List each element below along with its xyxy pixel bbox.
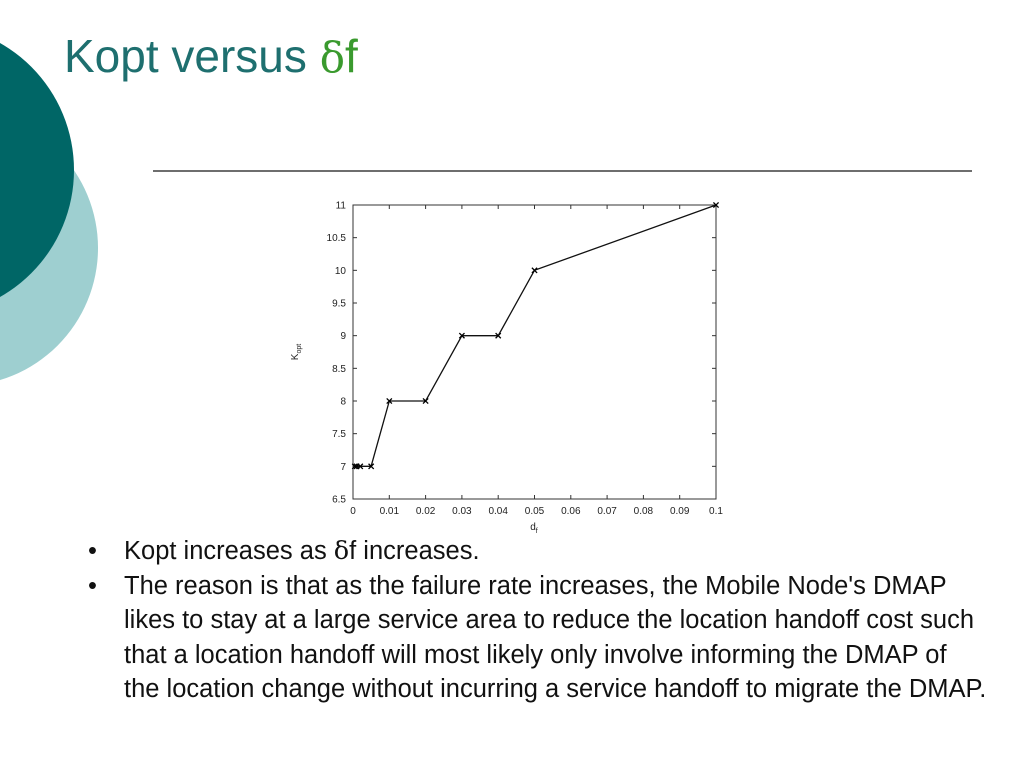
bullet-item: Kopt increases as δf increases.	[88, 534, 988, 569]
data-point-marker	[357, 463, 364, 470]
plot-frame	[352, 204, 717, 500]
title-divider	[153, 170, 972, 172]
marker-stroke	[368, 463, 375, 470]
x-tick-label: 0.01	[380, 506, 400, 517]
marker-stroke	[351, 463, 358, 470]
y-tick-label: 7	[340, 462, 346, 473]
data-point-marker	[368, 463, 375, 470]
bullet-1-post: f increases.	[349, 537, 480, 565]
bullet-1-pre: Kopt increases as	[124, 537, 334, 565]
x-tick-label: 0	[350, 506, 356, 517]
bullet-item: The reason is that as the failure rate i…	[88, 569, 988, 707]
x-tick-label: 0.06	[561, 506, 581, 517]
marker-stroke	[458, 332, 465, 339]
y-tick-label: 8.5	[332, 364, 346, 375]
bullet-list: Kopt increases as δf increases. The reas…	[88, 534, 988, 707]
series-line	[354, 204, 717, 467]
y-tick-label: 6.5	[332, 495, 346, 506]
data-point-marker	[458, 332, 465, 339]
title-suffix: f	[344, 30, 358, 82]
y-tick-label: 10	[335, 266, 347, 277]
title-text: Kopt versus	[64, 30, 320, 82]
x-tick-label: 0.05	[525, 506, 545, 517]
x-tick-label: 0.04	[488, 506, 508, 517]
dark-teal-circle	[0, 42, 74, 298]
marker-stroke	[386, 397, 393, 405]
x-tick-label: 0.02	[416, 506, 436, 517]
marker-stroke	[357, 463, 364, 470]
y-tick-label: 10.5	[327, 233, 347, 244]
bullet-2-text: The reason is that as the failure rate i…	[124, 571, 987, 704]
x-tick-label: 0.08	[634, 506, 654, 517]
marker-stroke	[495, 332, 502, 339]
data-point-marker	[386, 397, 393, 405]
slide-title: Kopt versus δf	[64, 26, 358, 88]
x-axis-label: df	[530, 522, 538, 535]
y-tick-label: 7.5	[332, 429, 346, 440]
decorative-circles	[0, 42, 98, 381]
bullet-1-delta: δ	[333, 536, 350, 566]
marker-stroke	[712, 201, 720, 209]
title-delta-symbol: δ	[319, 33, 345, 82]
data-point-marker	[422, 397, 429, 405]
y-axis-label: Kopt	[290, 344, 303, 360]
x-tick-label: 0.03	[452, 506, 472, 517]
y-tick-label: 9.5	[332, 299, 346, 310]
data-point-marker	[351, 463, 358, 470]
data-point-marker	[495, 332, 502, 339]
marker-stroke	[531, 267, 538, 274]
y-tick-label: 11	[336, 201, 347, 212]
x-tick-label: 0.09	[670, 506, 690, 517]
y-tick-label: 8	[340, 397, 346, 408]
x-tick-label: 0.1	[709, 506, 723, 517]
x-tick-label: 0.07	[597, 506, 617, 517]
y-tick-label: 9	[340, 331, 346, 342]
data-point-marker	[531, 267, 538, 274]
marker-stroke	[422, 397, 429, 405]
data-point-marker	[712, 201, 720, 209]
